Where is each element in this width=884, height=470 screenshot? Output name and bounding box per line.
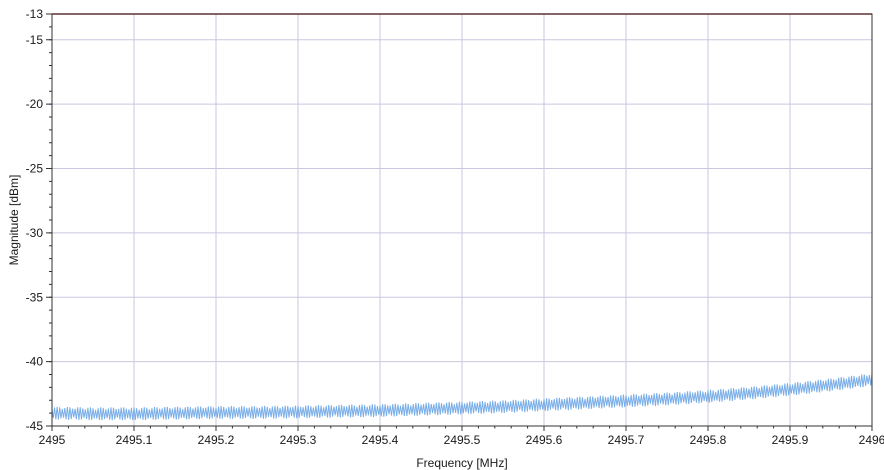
x-tick-label: 2495.8 (690, 433, 727, 447)
x-tick-label: 2495 (39, 433, 66, 447)
grid (52, 14, 872, 426)
y-tick-label: -40 (26, 355, 44, 369)
y-tick-label: -30 (26, 226, 44, 240)
y-tick-label: -25 (26, 162, 44, 176)
series-line (51, 373, 873, 421)
y-tick-label: -15 (26, 33, 44, 47)
x-tick-label: 2495.6 (526, 433, 563, 447)
x-tick-label: 2496 (859, 433, 884, 447)
y-axis-ticks: -13 -15 -20 -25 -30 -35 -40 -45 (26, 7, 52, 433)
y-tick-label: -13 (26, 7, 44, 21)
y-axis-title: Magnitude [dBm] (7, 175, 21, 266)
series-layer (51, 373, 873, 421)
x-tick-label: 2495.9 (772, 433, 809, 447)
x-axis-ticks: 2495 2495.1 2495.2 2495.3 2495.4 2495.5 2495.6… (39, 426, 884, 447)
x-tick-label: 2495.1 (116, 433, 153, 447)
x-tick-label: 2495.7 (608, 433, 645, 447)
x-tick-label: 2495.2 (198, 433, 235, 447)
y-tick-label: -45 (26, 419, 44, 433)
x-tick-label: 2495.3 (280, 433, 317, 447)
x-axis-title: Frequency [MHz] (416, 456, 507, 470)
x-tick-label: 2495.4 (362, 433, 399, 447)
y-tick-label: -35 (26, 290, 44, 304)
x-tick-label: 2495.5 (444, 433, 481, 447)
y-tick-label: -20 (26, 97, 44, 111)
